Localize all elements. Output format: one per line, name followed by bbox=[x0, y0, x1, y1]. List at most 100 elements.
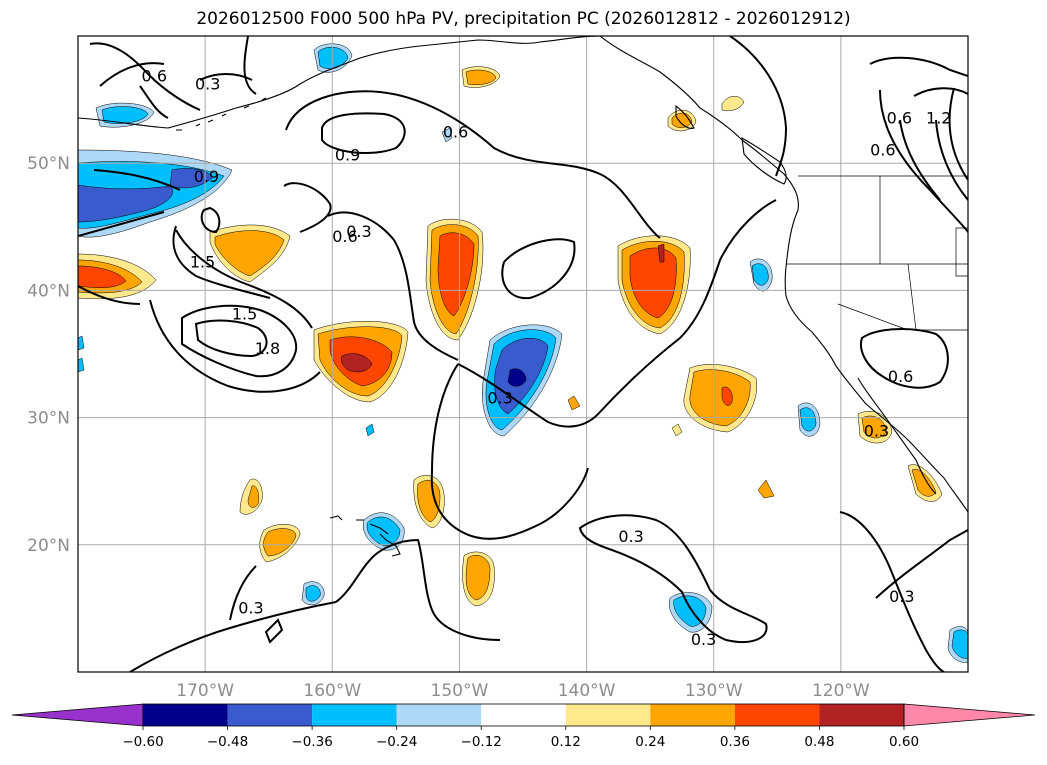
colorbar-extend-min bbox=[11, 703, 144, 727]
lon-label: 150°W bbox=[431, 681, 489, 701]
pv-contour-line bbox=[175, 229, 313, 329]
colorbar-segment bbox=[396, 704, 482, 726]
coastline-hawaii bbox=[329, 515, 401, 557]
pv-contour-label: 0.6 bbox=[142, 67, 167, 86]
pv-contour-line bbox=[430, 363, 589, 540]
precip-contour-fill bbox=[305, 585, 321, 602]
pv-contour-line bbox=[321, 112, 406, 154]
pv-contour-label: 1.8 bbox=[255, 339, 280, 358]
lon-label: 140°W bbox=[558, 681, 616, 701]
map-area: 0.6 0.30.90.30.60.90.61.51.51.80.30.30.30… bbox=[78, 36, 968, 672]
pv-contour-label: 0.3 bbox=[487, 389, 512, 408]
precip-small-marks bbox=[78, 127, 775, 499]
pv-contour-line bbox=[200, 206, 221, 234]
pv-contour-label: 1.5 bbox=[190, 252, 215, 271]
pv-contour-label: 0.6 bbox=[888, 367, 913, 386]
pv-contour-line bbox=[501, 238, 576, 300]
precip-contour-fill bbox=[441, 127, 453, 143]
precip-131w-52n-positive bbox=[667, 110, 697, 132]
colorbar-tick-label: −0.60 bbox=[122, 734, 163, 750]
precip-contour-fill bbox=[799, 407, 817, 432]
precip-contour-fill bbox=[341, 353, 373, 373]
pv-contour-line bbox=[875, 529, 968, 599]
precip-contour-fill bbox=[169, 168, 213, 189]
pv-contour-line bbox=[194, 319, 268, 358]
pv-contour-label: 1.2 bbox=[926, 109, 951, 128]
pv-contour-line bbox=[869, 56, 968, 77]
pv-contour-label: 0.3 bbox=[864, 422, 889, 441]
precip-150w-41n-positive bbox=[425, 218, 484, 341]
precip-contour-fill bbox=[671, 423, 683, 437]
lat-label: 40°N bbox=[27, 281, 70, 301]
coastline-alaska bbox=[78, 36, 601, 129]
colorbar-segment bbox=[819, 704, 904, 726]
pv-contour-line bbox=[335, 538, 501, 641]
precip-west-42n-positive bbox=[78, 253, 157, 300]
pv-contour-label: 0.6 bbox=[332, 227, 357, 246]
pv-contour-line bbox=[899, 119, 941, 201]
precip-contour-fill bbox=[465, 69, 497, 85]
precip-130w-32n-positive bbox=[683, 364, 758, 433]
colorbar-tick-label: 0.48 bbox=[804, 734, 834, 750]
lon-label: 170°W bbox=[176, 681, 234, 701]
colorbar-tick-label: −0.48 bbox=[207, 734, 248, 750]
colorbar-tick-label: −0.12 bbox=[461, 734, 502, 750]
precip-contour-fill bbox=[317, 46, 349, 69]
pv-contour-line bbox=[457, 199, 777, 428]
pv-contour-line bbox=[99, 62, 165, 87]
longitude-labels: 170°W 160°W 150°W 140°W 130°W 120°W bbox=[176, 681, 870, 701]
pv-contour-line bbox=[935, 119, 968, 201]
pv-contour-label: 0.9 bbox=[335, 146, 360, 165]
pv-contour-line bbox=[283, 182, 332, 233]
precip-147w-17n-positive bbox=[462, 551, 495, 607]
gridlines bbox=[78, 36, 968, 672]
precip-contour-fill bbox=[263, 528, 297, 557]
precip-contour-fill bbox=[78, 184, 173, 223]
pv-contours bbox=[78, 36, 968, 672]
precip-contour-fill bbox=[78, 265, 127, 288]
pv-contour-line bbox=[948, 87, 968, 181]
precip-contour-fill bbox=[951, 629, 968, 659]
pv-contour-label: 0.3 bbox=[889, 587, 914, 606]
pv-contour-line bbox=[913, 87, 968, 97]
pv-contour-label: 0.3 bbox=[691, 630, 716, 649]
pv-contour-line bbox=[139, 85, 169, 119]
pv-contour-label: 0.3 bbox=[238, 598, 263, 617]
precip-165w-17n-negative bbox=[301, 581, 325, 606]
pv-contour-line bbox=[860, 328, 949, 389]
pv-contour-labels: 0.6 0.30.90.30.60.90.61.51.51.80.30.30.30… bbox=[142, 67, 952, 649]
colorbar-segment bbox=[481, 704, 566, 726]
colorbar-tick-label: −0.24 bbox=[376, 734, 417, 750]
pv-contour-label: 0.6 bbox=[443, 123, 468, 142]
colorbar-segment bbox=[734, 704, 820, 726]
coastline-baja bbox=[857, 377, 937, 495]
pv-contour-line bbox=[285, 90, 661, 239]
precip-contour-fill bbox=[689, 369, 751, 427]
pv-contour-line bbox=[199, 73, 253, 81]
pv-contour-label: 0.3 bbox=[195, 74, 220, 93]
colorbar-extend-max bbox=[903, 703, 1036, 727]
precip-contour-fill bbox=[757, 479, 775, 499]
precip-150w-57n-positive bbox=[461, 66, 501, 88]
precip-160w-45-extra-positive bbox=[239, 478, 263, 515]
lat-label: 50°N bbox=[27, 154, 70, 174]
colorbar-segment bbox=[565, 704, 651, 726]
pv-contour-line bbox=[327, 211, 459, 361]
pv-contour-line bbox=[729, 36, 788, 177]
precip-contour-fill bbox=[214, 230, 285, 277]
precip-contour-fill bbox=[911, 468, 937, 497]
coastline-aleutians bbox=[176, 97, 267, 131]
precip-contour-fill bbox=[657, 243, 665, 263]
colorbar: −0.60 −0.48 −0.36 −0.24 −0.12 0.12 0.24 0.36 0.4… bbox=[11, 703, 1036, 750]
pv-contour-line bbox=[78, 211, 165, 237]
precip-contour-fill bbox=[465, 555, 491, 601]
pv-contour-line bbox=[243, 36, 257, 95]
precip-contour-fill bbox=[365, 423, 375, 437]
pv-contour-label: 0.3 bbox=[346, 222, 371, 241]
coastline-vancouver-island bbox=[741, 136, 787, 185]
precip-contour-fill bbox=[366, 516, 401, 547]
precip-128w-41n-negative bbox=[749, 258, 773, 292]
pv-contour-label: 0.3 bbox=[618, 527, 643, 546]
pv-contour-line bbox=[89, 42, 201, 111]
